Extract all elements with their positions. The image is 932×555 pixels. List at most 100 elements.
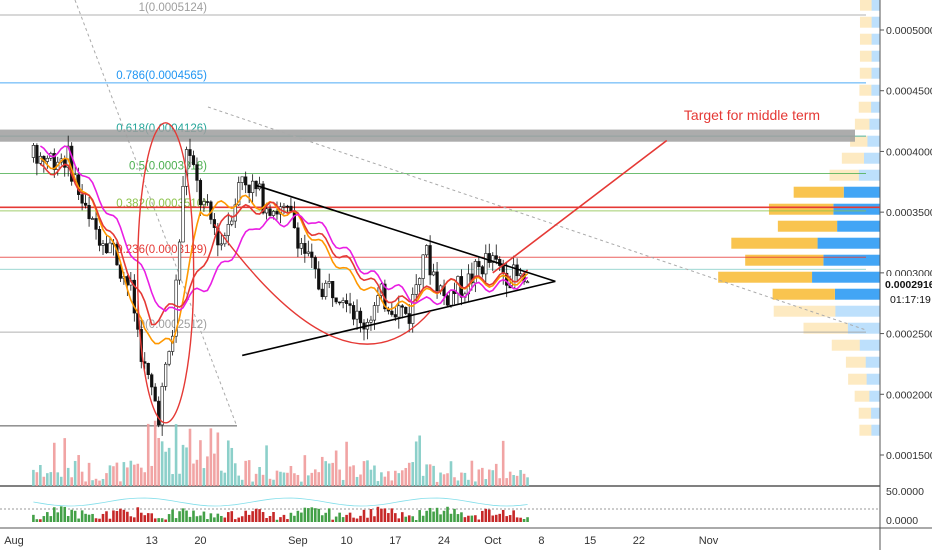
oscillator-bar (369, 509, 373, 522)
volume-profile-bar (871, 33, 880, 45)
candle-body (418, 278, 422, 286)
oscillator-bar (282, 514, 286, 522)
oscillator-bar (101, 513, 105, 522)
oscillator-bar (254, 508, 258, 522)
volume-bar (376, 481, 380, 486)
volume-bar (209, 428, 213, 486)
oscillator-bar (59, 506, 63, 522)
oscillator-bar (519, 517, 522, 522)
volume-bar (261, 474, 265, 486)
oscillator-bar (157, 518, 160, 522)
candle-body (63, 158, 67, 168)
volume-bar (192, 463, 195, 486)
candle-body (264, 208, 269, 214)
candle-body (317, 268, 321, 290)
volume-bar (491, 470, 495, 486)
oscillator-bar (164, 519, 167, 522)
oscillator-bar (56, 512, 60, 522)
oscillator-bar (185, 510, 188, 522)
volume-profile-bar (845, 356, 866, 368)
indicator-axis-tick-label: 50.0000 (886, 486, 924, 498)
oscillator-bar (442, 510, 446, 522)
triangle-lower-line (242, 280, 556, 357)
candle-body (247, 184, 251, 194)
oscillator-bar (359, 515, 362, 522)
volume-bar (373, 465, 376, 486)
oscillator-bar (174, 518, 178, 522)
volume-bar (404, 467, 408, 486)
candle-body (369, 319, 373, 323)
volume-bar (352, 465, 355, 486)
price-axis-tick-label: 0.0004000 (886, 146, 932, 158)
volume-bar (317, 472, 321, 486)
volume-profile-bar (793, 186, 844, 198)
oscillator-bar (143, 515, 147, 522)
volume-bar (400, 470, 404, 486)
fib-level-label: 0.236(0.0003129) (116, 244, 207, 256)
candle-body (202, 201, 206, 206)
oscillator-bar (240, 516, 244, 522)
volume-bar (119, 481, 122, 486)
oscillator-bar (216, 513, 220, 522)
oscillator-bar (73, 510, 77, 522)
oscillator-bar (390, 508, 394, 522)
oscillator-bar (380, 508, 383, 522)
volume-bar (300, 481, 303, 486)
volume-bar (136, 463, 140, 486)
oscillator-bar (428, 507, 432, 522)
candle-body (285, 205, 290, 208)
candle-body (303, 243, 307, 254)
oscillator-bar (317, 508, 321, 522)
oscillator-bar (439, 514, 442, 522)
price-axis-tick-label: 0.0002500 (886, 329, 932, 341)
oscillator-bar (512, 510, 515, 522)
volume-profile-bar (859, 16, 872, 28)
rounding-bottom-arc (213, 223, 431, 345)
volume-profile-bar (859, 339, 880, 351)
oscillator-bar (112, 510, 115, 522)
volume-bar (414, 441, 418, 486)
spike-ellipse (136, 122, 195, 424)
candle-body (400, 305, 404, 308)
volume-bar (380, 472, 383, 486)
volume-bar (84, 481, 87, 486)
oscillator-bar (300, 512, 303, 522)
candle-body (87, 205, 91, 220)
volume-bar (213, 453, 216, 486)
volume-bar (265, 445, 268, 486)
volume-bar (338, 469, 341, 486)
volume-bar (146, 423, 150, 486)
volume-bar (362, 461, 366, 486)
oscillator-bar (345, 514, 348, 522)
volume-bar (508, 471, 512, 486)
candle-body (480, 266, 484, 275)
candle-body (52, 153, 56, 170)
volume-bar (77, 455, 80, 486)
volume-profile-bar (863, 152, 880, 164)
candle-body (157, 400, 161, 426)
volume-profile-bar (858, 169, 880, 181)
candle-body (487, 253, 491, 263)
oscillator-bar (467, 515, 470, 522)
volume-bar (126, 467, 129, 486)
candle-body (355, 310, 359, 320)
candle-body (108, 242, 112, 254)
volume-bar (515, 475, 519, 486)
time-axis-tick-label: Nov (699, 535, 719, 547)
fib-level-label: 0.382(0.0003510) (116, 198, 207, 210)
candle-body (177, 241, 182, 281)
volume-bar (494, 463, 498, 486)
volume-bar (202, 468, 206, 486)
candle-body (125, 276, 129, 286)
candle-body (233, 204, 237, 222)
volume-bar (150, 465, 154, 486)
fib-level-label: 0.786(0.0004565) (116, 70, 207, 82)
time-axis-tick-label: Oct (484, 535, 501, 547)
price-axis-tick-label: 0.0005000 (886, 25, 932, 37)
oscillator-bar (195, 516, 199, 522)
oscillator-bar (522, 519, 526, 522)
volume-bar (108, 465, 112, 486)
volume-profile-bar (841, 152, 864, 164)
oscillator-bar (66, 516, 70, 522)
candle-body (84, 202, 88, 206)
